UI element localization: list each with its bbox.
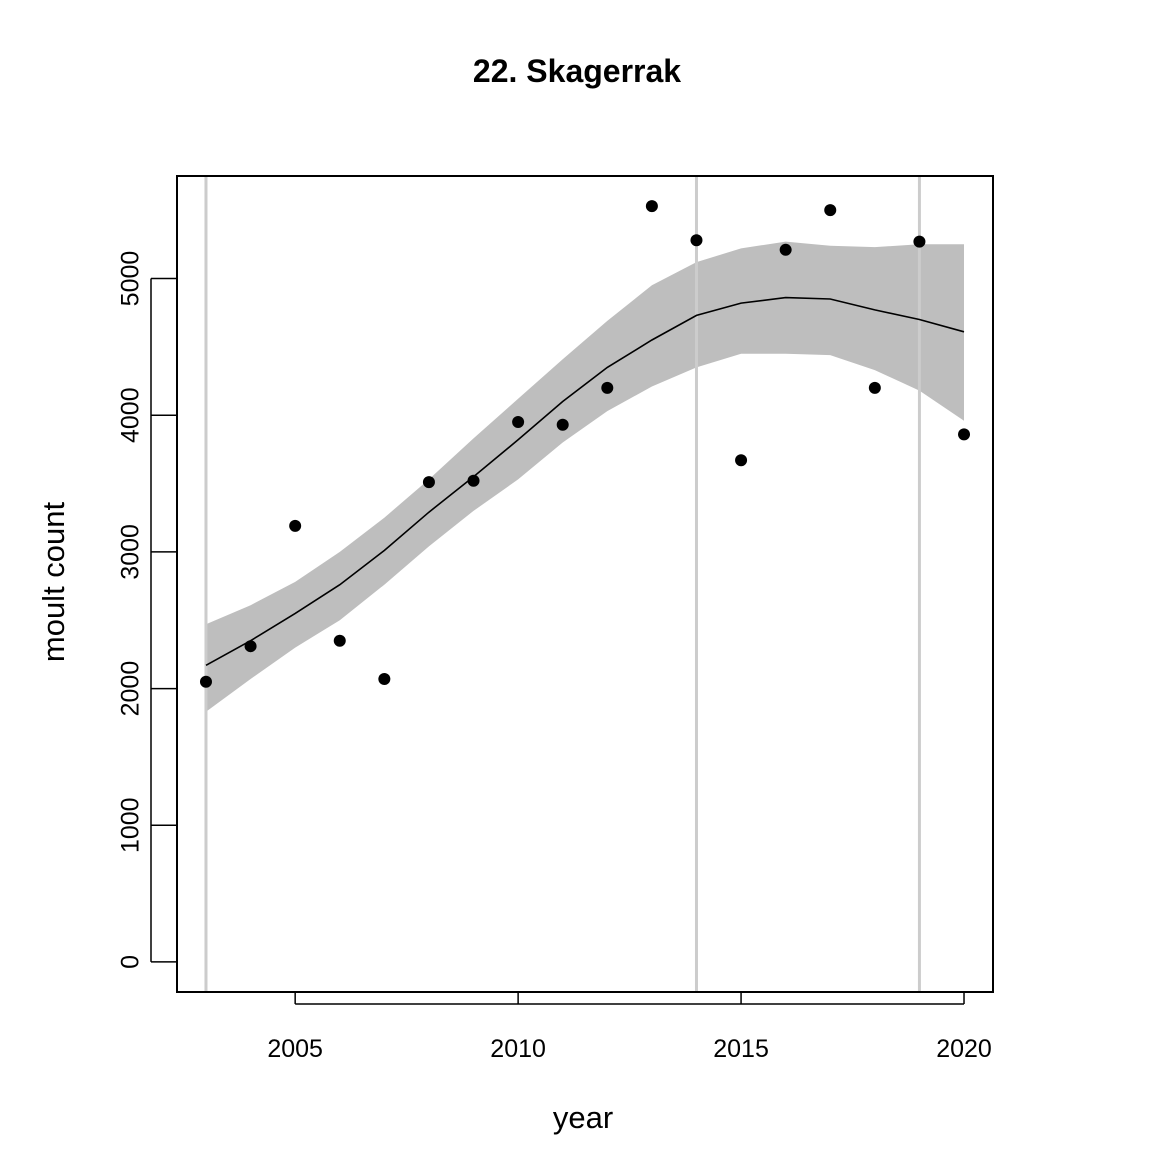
x-tick-label: 2015 [713, 1035, 769, 1063]
data-point [690, 234, 703, 247]
y-tick-label: 2000 [117, 661, 145, 717]
data-point [289, 519, 302, 532]
data-point [868, 381, 881, 394]
data-point [467, 474, 480, 487]
data-point [645, 200, 658, 213]
confidence-band [206, 241, 964, 712]
data-point [601, 381, 614, 394]
points-layer [199, 200, 971, 688]
data-point [199, 675, 212, 688]
y-axis: 0 1000 2000 3000 4000 5000 [117, 251, 177, 969]
y-tick-label: 4000 [117, 387, 145, 443]
data-point [824, 204, 837, 217]
data-point [556, 418, 569, 431]
data-point [958, 428, 971, 441]
x-axis-label: year [553, 1100, 613, 1135]
x-tick-label: 2010 [490, 1035, 546, 1063]
data-point [422, 476, 435, 489]
fit-line [205, 296, 965, 667]
y-tick-label: 1000 [117, 797, 145, 853]
x-tick-label: 2020 [936, 1035, 992, 1063]
data-point [735, 454, 748, 467]
x-axis: 2005 2010 2015 2020 [267, 992, 992, 1063]
y-tick-label: 5000 [117, 251, 145, 307]
y-axis-label: moult count [36, 501, 71, 662]
confidence-band-layer [206, 241, 964, 712]
data-point [244, 640, 257, 653]
y-tick-label: 3000 [117, 524, 145, 580]
x-tick-label: 2005 [267, 1035, 323, 1063]
data-point [512, 416, 525, 429]
plot-frame [176, 175, 994, 993]
data-point [779, 243, 792, 256]
fit-line-layer [205, 296, 965, 667]
data-point [333, 634, 346, 647]
y-tick-label: 0 [117, 955, 145, 969]
data-point [378, 672, 391, 685]
data-point [913, 235, 926, 248]
vertical-lines-layer [204, 176, 921, 992]
chart-title: 22. Skagerrak [473, 53, 681, 89]
